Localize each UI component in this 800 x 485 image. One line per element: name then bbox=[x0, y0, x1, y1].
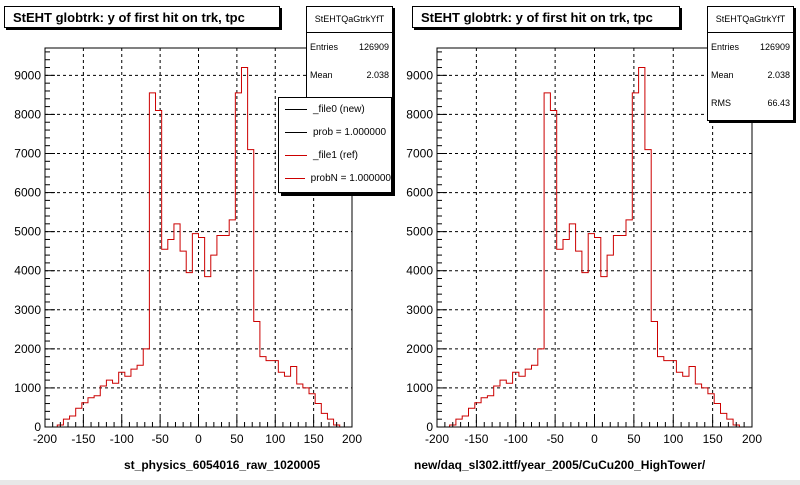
stats-rms-value: 66.43 bbox=[767, 98, 790, 108]
stats-entries-row: Entries 126909 bbox=[708, 33, 793, 61]
legend-entry: _file0 (new) bbox=[279, 98, 391, 121]
legend-line-icon bbox=[285, 109, 307, 110]
chart-title: StEHT globtrk: y of first hit on trk, tp… bbox=[4, 6, 280, 28]
y-tick-label: 6000 bbox=[14, 186, 41, 200]
x-tick-label: 150 bbox=[703, 432, 723, 446]
stats-mean-label: Mean bbox=[711, 70, 734, 80]
x-tick-label: 0 bbox=[195, 432, 202, 446]
x-tick-label: 50 bbox=[627, 432, 641, 446]
x-axis-title: st_physics_6054016_raw_1020005 bbox=[124, 458, 321, 472]
y-tick-label: 2000 bbox=[406, 342, 433, 356]
histogram-panel-right: -200 -150 -100 -50 0 50 100 150 200 0 1000 2000 3000… bbox=[400, 0, 800, 480]
stats-box: StEHTQaGtrkYfT Entries 126909 Mean 2.038 bbox=[306, 6, 393, 98]
x-tick-label: -200 bbox=[33, 432, 57, 446]
x-tick-label: 200 bbox=[742, 432, 762, 446]
x-tick-label: -150 bbox=[71, 432, 95, 446]
histogram-series-line bbox=[56, 67, 341, 427]
histogram-series-line bbox=[449, 67, 740, 427]
legend-label: _file1 (ref) bbox=[313, 150, 359, 161]
legend-line-icon bbox=[285, 132, 307, 133]
chart-title: StEHT globtrk: y of first hit on trk, tp… bbox=[412, 6, 680, 28]
y-tick-label: 4000 bbox=[406, 264, 433, 278]
x-tick-label: 150 bbox=[304, 432, 324, 446]
legend-line-icon bbox=[285, 178, 305, 179]
y-tick-label: 9000 bbox=[406, 68, 433, 82]
y-tick-label: 3000 bbox=[14, 303, 41, 317]
histogram-chart-right: -200 -150 -100 -50 0 50 100 150 2000100020003000… bbox=[406, 47, 762, 446]
stats-entries-label: Entries bbox=[310, 42, 339, 52]
legend-label: prob = 1.000000 bbox=[313, 127, 387, 138]
y-tick-label: 0 bbox=[34, 420, 41, 434]
x-tick-label: -50 bbox=[546, 432, 564, 446]
y-tick-label: 5000 bbox=[406, 225, 433, 239]
x-tick-label: 0 bbox=[591, 432, 598, 446]
legend-line-icon bbox=[285, 155, 307, 156]
stats-rms-row: RMS 66.43 bbox=[708, 89, 793, 117]
x-tick-label: 50 bbox=[230, 432, 244, 446]
legend: _file0 (new) prob = 1.000000 _file1 (ref… bbox=[278, 97, 392, 193]
x-tick-label: 100 bbox=[663, 432, 683, 446]
x-tick-label: -150 bbox=[464, 432, 488, 446]
stats-mean-row: Mean 2.038 bbox=[307, 61, 392, 89]
y-tick-label: 7000 bbox=[406, 146, 433, 160]
legend-entry: prob = 1.000000 bbox=[279, 121, 391, 144]
y-tick-label: 3000 bbox=[406, 303, 433, 317]
legend-label: probN = 1.000000 bbox=[310, 173, 391, 184]
y-tick-label: 8000 bbox=[406, 107, 433, 121]
stats-entries-row: Entries 126909 bbox=[307, 33, 392, 61]
x-tick-label: -200 bbox=[425, 432, 449, 446]
stats-rms-label: RMS bbox=[711, 98, 731, 108]
y-tick-label: 2000 bbox=[14, 342, 41, 356]
stats-mean-value: 2.038 bbox=[366, 70, 389, 80]
y-tick-label: 8000 bbox=[14, 107, 41, 121]
legend-entry: probN = 1.000000 bbox=[279, 167, 391, 190]
x-axis-title: new/daq_sl302.ittf/year_2005/CuCu200_Hig… bbox=[414, 458, 706, 472]
stats-mean-row: Mean 2.038 bbox=[708, 61, 793, 89]
y-tick-label: 9000 bbox=[14, 68, 41, 82]
y-tick-label: 0 bbox=[426, 420, 433, 434]
y-tick-label: 1000 bbox=[14, 381, 41, 395]
x-tick-label: -100 bbox=[110, 432, 134, 446]
stats-mean-label: Mean bbox=[310, 70, 333, 80]
y-tick-label: 6000 bbox=[406, 186, 433, 200]
y-tick-label: 5000 bbox=[14, 225, 41, 239]
stats-box: StEHTQaGtrkYfT Entries 126909 Mean 2.038… bbox=[707, 6, 794, 121]
stats-mean-value: 2.038 bbox=[767, 70, 790, 80]
x-tick-label: 100 bbox=[265, 432, 285, 446]
x-tick-label: -50 bbox=[151, 432, 169, 446]
legend-label: _file0 (new) bbox=[313, 104, 365, 115]
x-tick-label: 200 bbox=[342, 432, 362, 446]
y-tick-label: 7000 bbox=[14, 146, 41, 160]
y-tick-label: 1000 bbox=[406, 381, 433, 395]
stats-entries-value: 126909 bbox=[358, 42, 389, 52]
x-tick-label: -100 bbox=[504, 432, 528, 446]
stats-name: StEHTQaGtrkYfT bbox=[708, 7, 793, 33]
stats-name: StEHTQaGtrkYfT bbox=[307, 7, 392, 33]
stats-entries-label: Entries bbox=[711, 42, 740, 52]
legend-entry: _file1 (ref) bbox=[279, 144, 391, 167]
stats-entries-value: 126909 bbox=[759, 42, 790, 52]
y-tick-label: 4000 bbox=[14, 264, 41, 278]
histogram-panel-left: -200 -150 -100 -50 0 50 100 150 200 0 1000 2000 3000… bbox=[0, 0, 400, 480]
